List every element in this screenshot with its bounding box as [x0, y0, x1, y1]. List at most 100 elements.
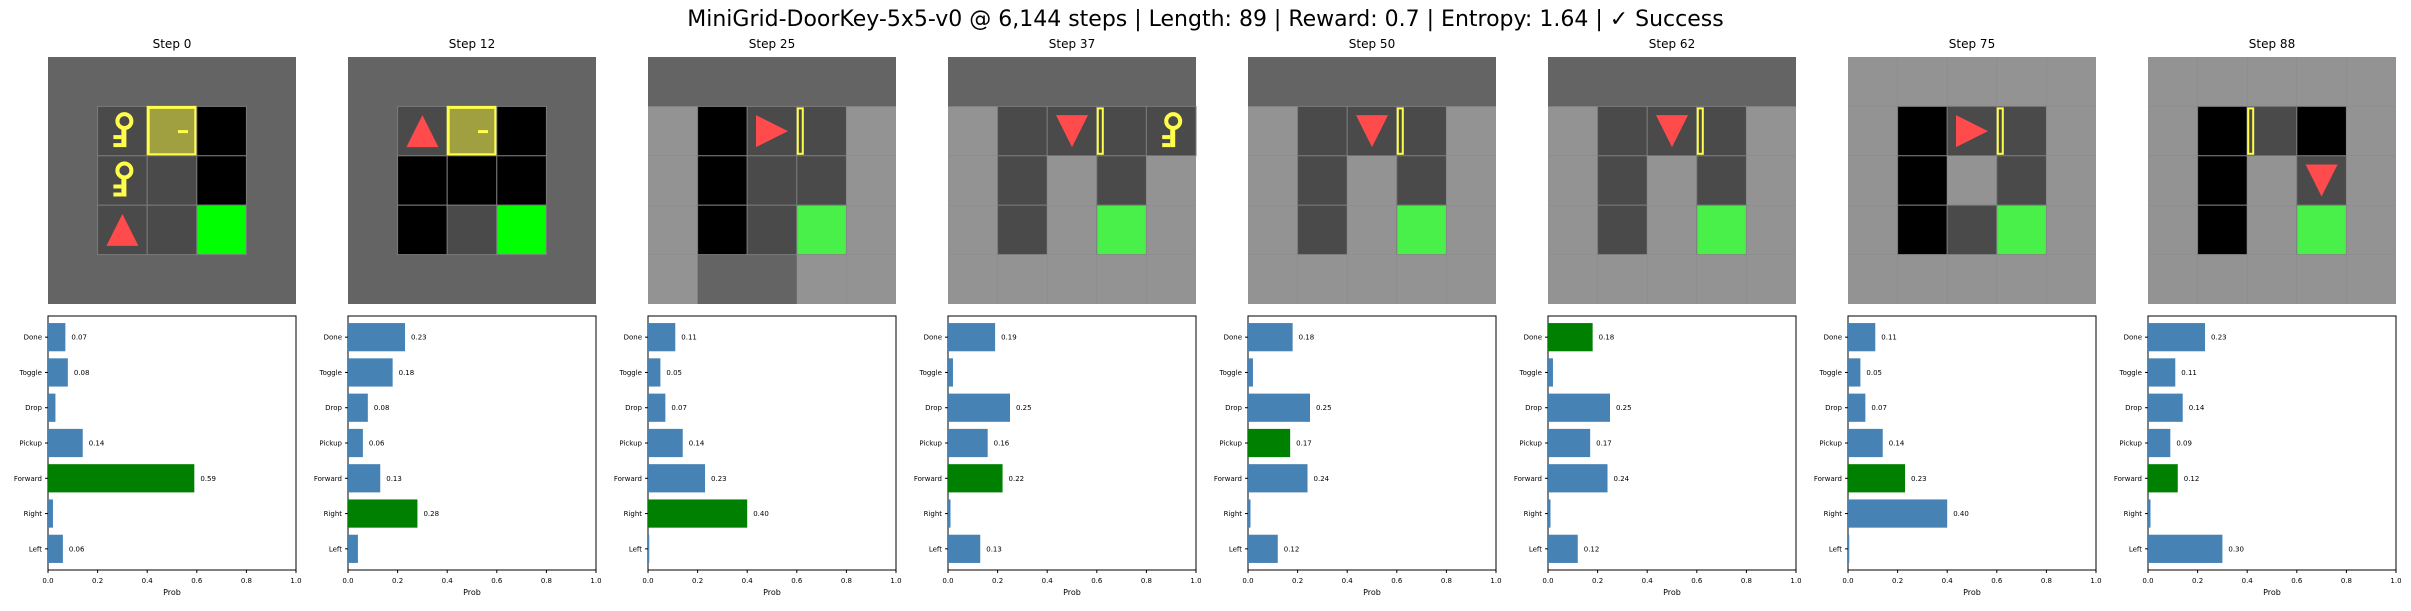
- grid-cell: [1996, 105, 2047, 157]
- bar-value-label: 0.28: [423, 510, 439, 518]
- grid-cell: [1248, 254, 1298, 304]
- y-tick-label: Drop: [2125, 404, 2142, 412]
- bar-value-label: 0.18: [1599, 334, 1615, 342]
- x-tick-label: 0.4: [442, 577, 454, 585]
- grid-cell: [1096, 105, 1147, 157]
- grid-cell: [1597, 155, 1648, 206]
- grid-title: Step 62: [1649, 37, 1695, 51]
- bar-drop: [348, 393, 368, 422]
- grid-cell: [1096, 204, 1147, 256]
- grid-cell: [1446, 205, 1496, 255]
- bar-toggle: [948, 358, 953, 387]
- bar-value-label: 0.23: [2211, 334, 2227, 342]
- grid-cell: [446, 204, 498, 256]
- bar-forward: [1248, 464, 1308, 493]
- bar-value-label: 0.24: [1614, 475, 1630, 483]
- bar-value-label: 0.05: [1866, 369, 1882, 377]
- grid-cell: [2197, 254, 2248, 304]
- x-tick-label: 1.0: [590, 577, 601, 585]
- grid-cell: [2346, 57, 2396, 107]
- bar-value-label: 0.06: [369, 440, 385, 448]
- bar-done: [1548, 323, 1593, 352]
- grid-cell: [1347, 205, 1397, 255]
- bar-value-label: 0.08: [74, 369, 90, 377]
- agent-triangle-icon: [1656, 115, 1688, 148]
- bar-pickup: [2148, 428, 2171, 458]
- bar-forward: [348, 464, 381, 493]
- grid-cell: [1347, 155, 1397, 206]
- grid-cell: [496, 155, 547, 206]
- x-tick-label: 0.2: [1592, 577, 1603, 585]
- grid-cell: [1145, 105, 1197, 157]
- grid-cell: [1248, 155, 1298, 206]
- y-tick-label: Drop: [325, 404, 342, 412]
- bar-done: [648, 323, 676, 352]
- bar-value-label: 0.12: [1584, 545, 1600, 553]
- y-tick-label: Pickup: [319, 440, 342, 448]
- prob-chart-1: Done 0.23 Toggle 0.18 Drop 0.08 Pickup 0.06 Forw…: [314, 315, 602, 597]
- x-tick-label: 0.0: [1842, 577, 1853, 585]
- x-tick-label: 0.0: [1542, 577, 1553, 585]
- bar-value-label: 0.16: [994, 440, 1010, 448]
- figure-title: MiniGrid-DoorKey-5x5-v0 @ 6,144 steps | …: [687, 7, 1724, 32]
- grid-panel-4: Step 50: [1248, 37, 1496, 304]
- grid-cell: [648, 254, 698, 304]
- bar-toggle: [1848, 358, 1861, 387]
- y-tick-label: Done: [1224, 334, 1242, 342]
- y-tick-label: Pickup: [1519, 440, 1542, 448]
- x-tick-label: 0.2: [1892, 577, 1903, 585]
- bar-right: [1248, 499, 1251, 528]
- bar-value-label: 0.25: [1616, 404, 1632, 412]
- grid-cell: [2148, 205, 2198, 255]
- grid-cell: [1548, 155, 1598, 206]
- grid-cell: [1347, 254, 1397, 304]
- x-axis-label: Prob: [1963, 588, 1981, 597]
- bar-value-label: 0.13: [986, 545, 1002, 553]
- grid-cell: [648, 106, 698, 156]
- x-tick-label: 0.8: [841, 577, 852, 585]
- grid-cell: [146, 204, 198, 256]
- bar-value-label: 0.14: [1889, 440, 1905, 448]
- bar-left: [1248, 534, 1278, 563]
- y-tick-label: Done: [2124, 334, 2142, 342]
- door-open-icon: [2247, 107, 2255, 155]
- grid-cell: [1548, 106, 1598, 156]
- x-tick-label: 0.0: [2142, 577, 2153, 585]
- grid-cell: [1696, 155, 1747, 206]
- bar-value-label: 0.11: [681, 334, 697, 342]
- grid-cell: [196, 155, 247, 206]
- grid-cell: [1146, 254, 1196, 304]
- grid-cell: [1047, 155, 1097, 206]
- grid-cell: [1746, 155, 1796, 206]
- grid-panel-0: Step 0: [48, 37, 296, 304]
- grid-panel-6: Step 75: [1848, 37, 2096, 304]
- x-axis-label: Prob: [463, 588, 481, 597]
- grid-cell: [2148, 57, 2198, 107]
- bar-toggle: [648, 358, 661, 387]
- grid-cell: [1746, 106, 1796, 156]
- bar-right: [1548, 499, 1551, 528]
- bar-right: [48, 499, 53, 528]
- y-tick-label: Drop: [1225, 404, 1242, 412]
- grid-cell: [2197, 105, 2248, 157]
- grid-cell: [2346, 205, 2396, 255]
- x-tick-label: 0.6: [191, 577, 203, 585]
- y-tick-label: Toggle: [1818, 369, 1842, 377]
- bar-value-label: 0.25: [1016, 404, 1032, 412]
- bar-value-label: 0.07: [671, 404, 687, 412]
- grid-cell: [2148, 155, 2198, 206]
- bar-value-label: 0.17: [1296, 440, 1312, 448]
- prob-chart-4: Done 0.18 Toggle Drop 0.25 Pickup 0.17 Forward 0…: [1214, 315, 1502, 597]
- bar-value-label: 0.18: [399, 369, 415, 377]
- x-tick-label: 0.8: [541, 577, 552, 585]
- bar-left: [948, 534, 981, 563]
- y-tick-label: Pickup: [19, 440, 42, 448]
- x-tick-label: 0.6: [1391, 577, 1403, 585]
- bar-left: [48, 534, 63, 563]
- bar-left: [348, 534, 358, 563]
- bar-forward: [648, 464, 706, 493]
- y-tick-label: Pickup: [1219, 440, 1242, 448]
- bar-value-label: 0.19: [1001, 334, 1017, 342]
- y-tick-label: Forward: [1814, 475, 1842, 483]
